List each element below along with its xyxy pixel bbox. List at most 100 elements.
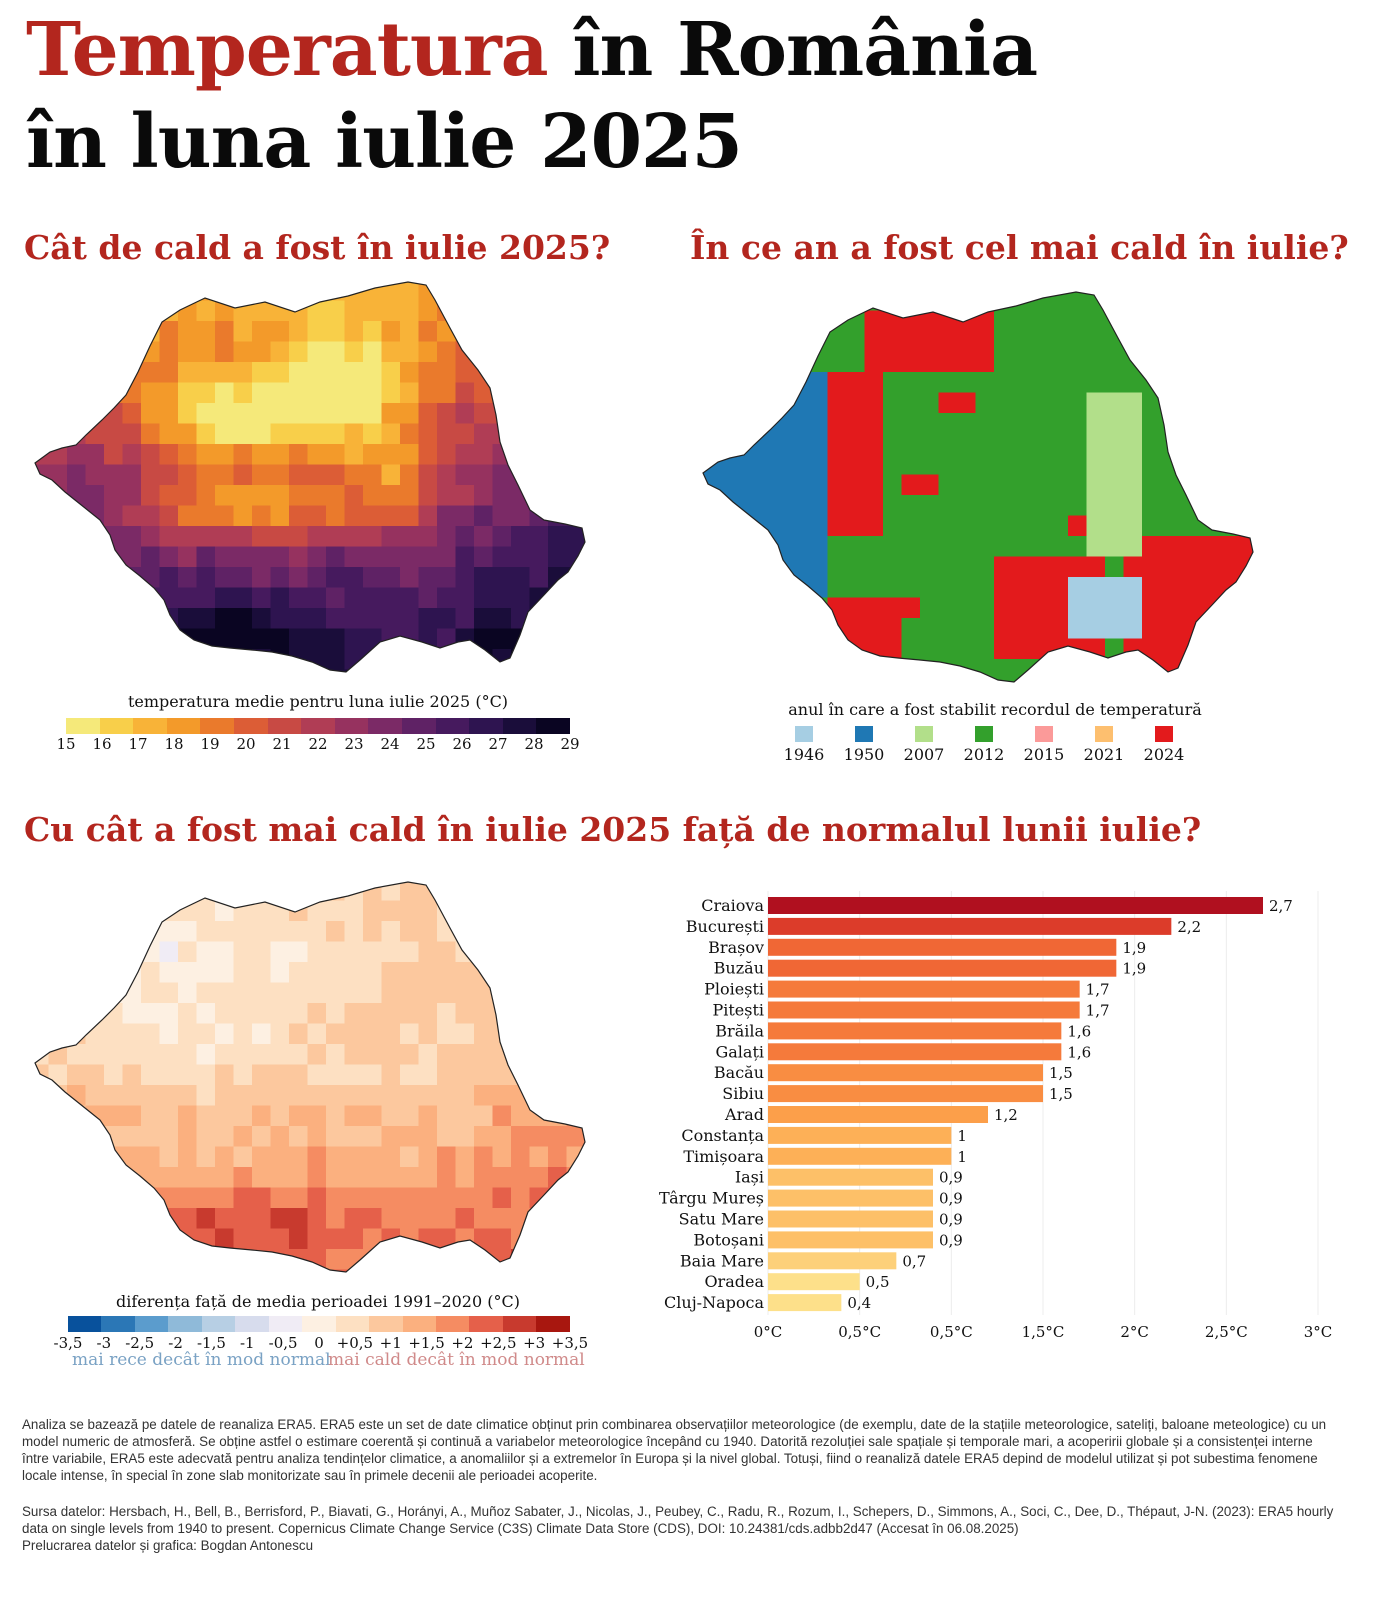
record-year-cell xyxy=(846,556,865,578)
anomaly-cell xyxy=(307,1146,327,1168)
record-year-cell xyxy=(846,597,865,619)
temperature-cell xyxy=(122,403,142,424)
anomaly-cell xyxy=(159,1085,179,1106)
anomaly-cell xyxy=(344,982,364,1004)
anomaly-cell xyxy=(381,1269,401,1272)
category-label: Iași xyxy=(735,1168,764,1187)
anomaly-cell xyxy=(122,1249,142,1270)
anomaly-cell xyxy=(270,921,290,942)
temperature-cell xyxy=(400,423,419,445)
record-year-cell xyxy=(864,556,884,578)
record-year-cell xyxy=(957,556,976,578)
temperature-cell xyxy=(122,587,142,609)
record-year-cell xyxy=(1234,515,1253,537)
anomaly-cell xyxy=(326,962,345,983)
record-year-cell xyxy=(753,331,773,352)
category-label: București xyxy=(686,917,764,936)
temperature-cell xyxy=(289,362,308,383)
year-label: 1950 xyxy=(843,745,885,764)
record-year-cell xyxy=(1142,413,1161,434)
anomaly-cell xyxy=(122,1085,142,1106)
record-year-cell xyxy=(1012,372,1032,393)
temperature-cell xyxy=(67,282,86,301)
anomaly-cell xyxy=(566,1126,585,1147)
temperature-cell xyxy=(511,464,530,486)
temperature-cell xyxy=(289,628,308,650)
temperature-cell xyxy=(529,485,549,506)
temperature-cell xyxy=(437,669,456,672)
anomaly-cell xyxy=(381,1085,401,1106)
record-year-cell xyxy=(920,292,939,311)
temperature-cell xyxy=(289,382,308,404)
record-year-cell xyxy=(1123,638,1143,660)
record-year-cell xyxy=(1216,474,1235,496)
temperature-cell xyxy=(141,669,160,672)
record-year-cell xyxy=(735,577,754,598)
anomaly-cell xyxy=(307,900,327,922)
category-label: Craiova xyxy=(701,896,764,915)
record-year-cell xyxy=(1068,310,1087,332)
anomaly-cell xyxy=(196,962,216,983)
title-accent: Temperatura xyxy=(26,7,549,93)
record-year-cell xyxy=(809,372,828,393)
record-year-cell xyxy=(1086,351,1106,373)
anomaly-cell xyxy=(437,1003,456,1024)
record-year-cell xyxy=(703,679,717,682)
anomaly-cell xyxy=(381,1064,401,1086)
anomaly-cell xyxy=(289,1228,308,1250)
record-year-cell xyxy=(1049,454,1069,475)
x-tick-label: 0°C xyxy=(754,1323,783,1341)
record-year-cell xyxy=(920,433,939,455)
year-legend-item: 2021 xyxy=(1074,726,1134,764)
record-year-cell xyxy=(735,392,754,414)
anomaly-cell xyxy=(67,882,86,901)
temperature-cell xyxy=(511,587,530,609)
anomaly-cell xyxy=(566,962,585,983)
temperature-cell xyxy=(270,382,290,404)
temperature-cell xyxy=(418,485,438,506)
temperature-cell xyxy=(141,403,160,424)
temperature-cell xyxy=(455,444,475,465)
anomaly-cell xyxy=(566,1064,585,1086)
anomaly-cell xyxy=(344,1085,364,1106)
record-year-cell xyxy=(790,392,810,414)
record-year-cell xyxy=(827,638,847,660)
bar xyxy=(768,1043,1062,1061)
temperature-cell xyxy=(159,546,179,568)
anomaly-cell xyxy=(178,1167,197,1188)
temperature-cell xyxy=(307,628,327,650)
temperature-cell xyxy=(307,505,327,527)
anomaly-cell xyxy=(307,921,327,942)
record-year-cell xyxy=(809,413,828,434)
anomaly-cell xyxy=(511,1269,530,1272)
anomaly-cell xyxy=(104,1085,123,1106)
record-year-cell xyxy=(1031,536,1050,557)
record-year-cell xyxy=(1123,413,1143,434)
anomaly-cell xyxy=(455,941,475,963)
record-year-cell xyxy=(864,474,884,496)
legend-swatch xyxy=(166,718,201,734)
record-year-cell xyxy=(1253,618,1258,639)
anomaly-cell xyxy=(492,1146,512,1168)
x-tick-label: 2°C xyxy=(1120,1323,1149,1341)
anomaly-cell xyxy=(122,1044,142,1065)
record-year-cell xyxy=(703,515,717,537)
record-year-cell xyxy=(1253,372,1258,393)
record-year-cell xyxy=(716,331,736,352)
record-year-cell xyxy=(901,433,921,455)
anomaly-cell xyxy=(455,882,475,901)
anomaly-cell xyxy=(178,1146,197,1168)
record-year-cell xyxy=(790,474,810,496)
record-year-cell xyxy=(1068,679,1087,682)
record-year-cell xyxy=(846,454,865,475)
bar xyxy=(768,1126,952,1144)
temperature-cell xyxy=(381,300,401,322)
anomaly-cell xyxy=(363,1023,382,1045)
anomaly-cell xyxy=(529,1044,549,1065)
anomaly-cell xyxy=(418,1187,438,1209)
anomaly-cell xyxy=(141,982,160,1004)
record-year-cell xyxy=(920,597,939,619)
record-year-cell xyxy=(716,515,736,537)
record-year-cell xyxy=(827,474,847,496)
anomaly-cell xyxy=(363,900,382,922)
